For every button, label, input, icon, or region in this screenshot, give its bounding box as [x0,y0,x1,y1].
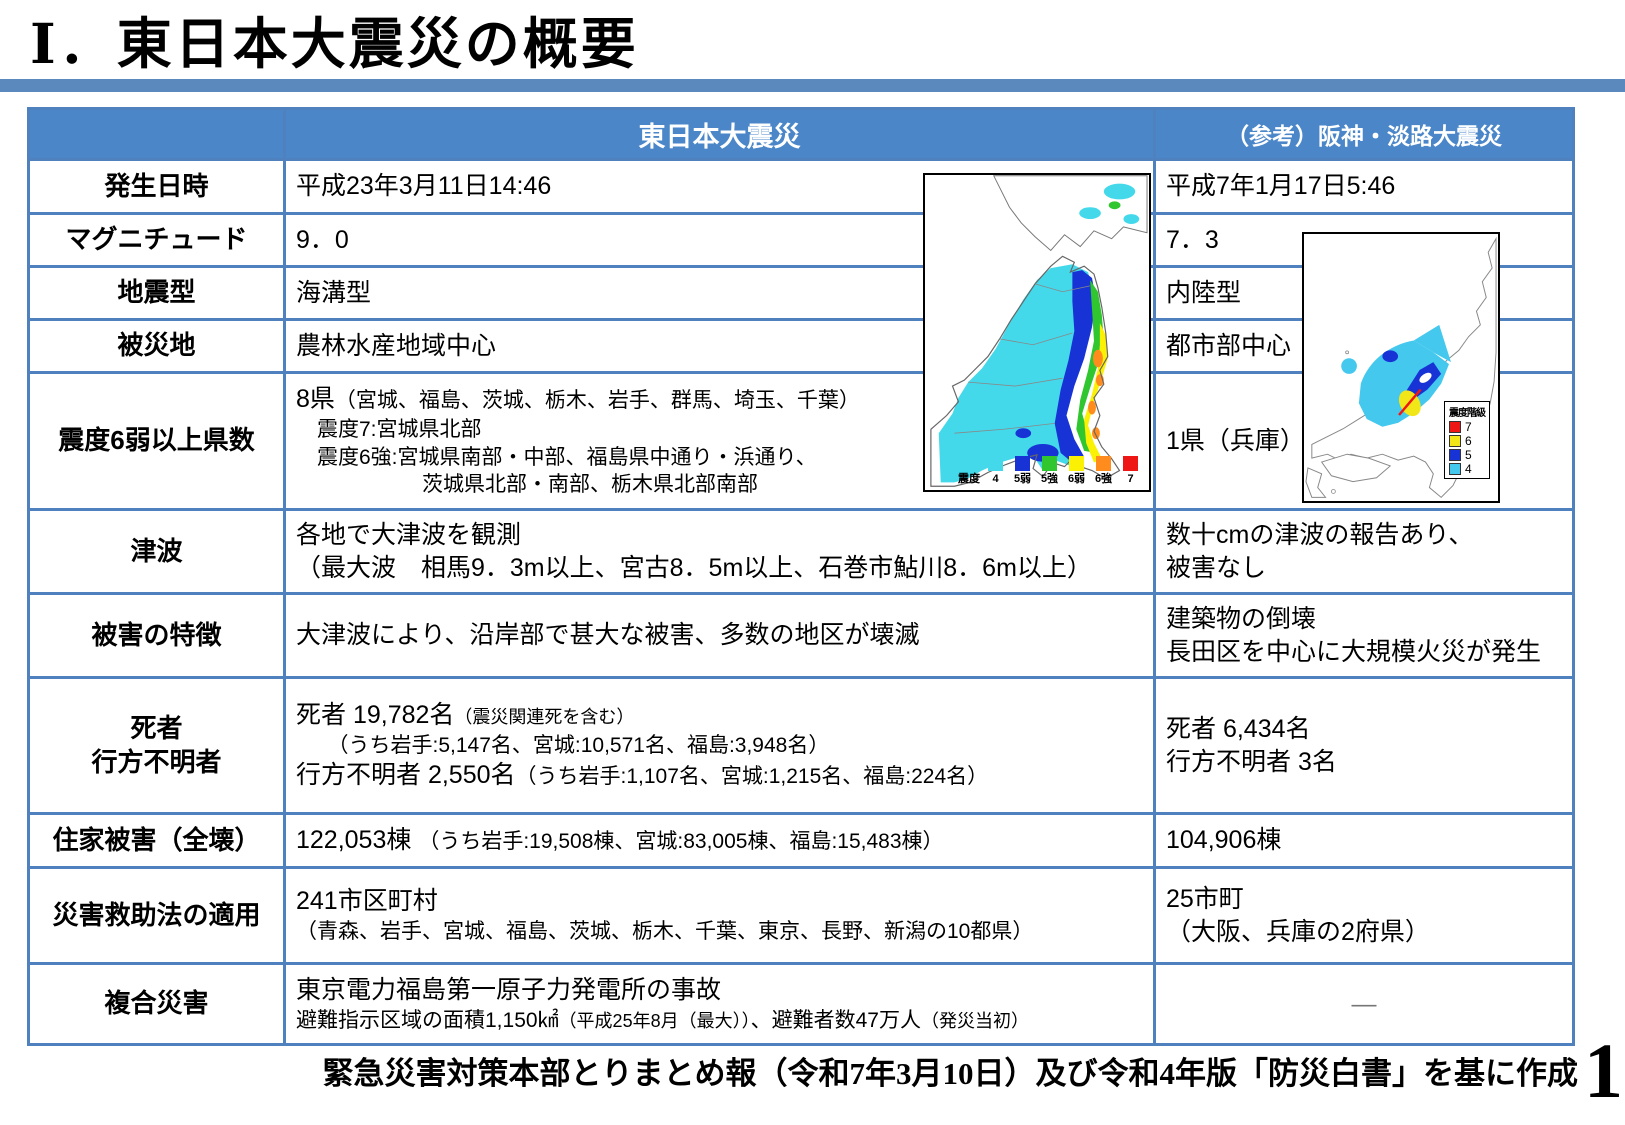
tohoku-legend-items: 4 5弱 5強 6弱 6強 7 [982,456,1144,485]
tohoku-legend-label-4: 4 [992,473,999,485]
row-quake-type-label: 地震型 [27,265,286,321]
cell-rescue-act-ref: 25市町 （大阪、兵庫の2府県） [1153,866,1575,965]
header-corner-cell [27,107,286,161]
hanshin-legend-title: 震度階級 [1449,408,1486,419]
hanshin-legend-label-7: 7 [1465,420,1472,434]
row-casualties-label: 死者 行方不明者 [27,676,286,815]
table-row-rescue-act: 災害救助法の適用 241市区町村 （青森、岩手、宮城、福島、茨城、栃木、千葉、東京、… [27,866,1575,965]
row-datetime-label: 発生日時 [27,158,286,215]
row-housing-damage-label: 住家被害（全壊） [27,812,286,869]
tohoku-legend-item-3: 6弱 [1063,456,1090,485]
hanshin-legend-label-5: 5 [1465,448,1472,462]
tohoku-legend-item-0: 4 [982,456,1009,485]
table-row-housing-damage: 住家被害（全壊） 122,053棟 （うち岩手:19,508棟、宮城:83,005… [27,812,1575,869]
tohoku-legend-swatch-6弱 [1069,456,1084,471]
tohoku-legend-swatch-5弱 [1015,456,1030,471]
tohoku-legend-item-5: 7 [1117,456,1144,485]
tohoku-legend-label-7: 7 [1127,473,1134,485]
tohoku-legend-label-5強: 5強 [1040,473,1059,485]
hanshin-legend-item-0: 7 [1449,421,1485,433]
tohoku-legend-item-4: 6強 [1090,456,1117,485]
cell-damage-features-main: 大津波により、沿岸部で甚大な被害、多数の地区が壊滅 [283,592,1156,679]
table-row-datetime: 発生日時 平成23年3月11日14:46 平成7年1月17日5:46 [27,158,1575,215]
hanshin-legend-item-3: 4 [1449,463,1485,475]
tohoku-legend-swatch-5強 [1042,456,1057,471]
tohoku-legend-swatch-4 [988,456,1003,471]
cell-casualties-main: 死者 19,782名（震災関連死を含む） （うち岩手:5,147名、宮城:10,… [283,676,1156,815]
row-damage-features-label: 被害の特徴 [27,592,286,679]
hanshin-legend-item-1: 6 [1449,435,1485,447]
footer-source: 緊急災害対策本部とりまとめ報（令和7年3月10日）及び令和4年版「防災白書」を基… [322,1056,1579,1091]
hanshin-legend-swatch-7 [1449,421,1461,433]
cell-tsunami-main: 各地で大津波を観測 （最大波 相馬9．3m以上、宮古8．5m以上、石巻市鮎川8．6… [283,508,1156,595]
table-row-casualties: 死者 行方不明者 死者 19,782名（震災関連死を含む） （うち岩手:5,147名… [27,676,1575,815]
tohoku-map-legend: 震度 4 5弱 5強 6弱 6強 7 [958,456,1144,485]
tohoku-legend-swatch-6強 [1096,456,1111,471]
cell-tsunami-ref: 数十cmの津波の報告あり、 被害なし [1153,508,1575,595]
cell-casualties-ref: 死者 6,434名 行方不明者 3名 [1153,676,1575,815]
row-stricken-area-label: 被災地 [27,318,286,374]
row-intensity-prefectures-label: 震度6弱以上県数 [27,371,286,511]
tohoku-intensity-map: 震度 4 5弱 5強 6弱 6強 7 [923,173,1151,492]
hanshin-legend-swatch-4 [1449,463,1461,475]
cell-datetime-ref: 平成7年1月17日5:46 [1153,158,1575,215]
table-row-damage-features: 被害の特徴 大津波により、沿岸部で甚大な被害、多数の地区が壊滅 建築物の倒壊 長田区を… [27,592,1575,679]
hanshin-legend-label-4: 4 [1465,462,1472,476]
table-row-compound-disaster: 複合災害 東京電力福島第一原子力発電所の事故 避難指示区域の面積1,150㎢（平成2… [27,962,1575,1046]
hanshin-legend-swatch-5 [1449,449,1461,461]
tohoku-legend-label-5弱: 5弱 [1013,473,1032,485]
table-body: 東日本大震災 （参考）阪神・淡路大震災 発生日時 平成23年3月11日14:46 平… [27,107,1575,1046]
header-ref-column: （参考）阪神・淡路大震災 [1153,107,1575,161]
cell-rescue-act-main: 241市区町村 （青森、岩手、宮城、福島、茨城、栃木、千葉、東京、長野、新潟の10… [283,866,1156,965]
cell-housing-damage-ref: 104,906棟 [1153,812,1575,869]
hanshin-legend-swatch-6 [1449,435,1461,447]
row-magnitude-label: マグニチュード [27,212,286,268]
tohoku-legend-label-6強: 6強 [1094,473,1113,485]
cell-compound-disaster-ref: ― [1153,962,1575,1046]
row-tsunami-label: 津波 [27,508,286,595]
cell-damage-features-ref: 建築物の倒壊 長田区を中心に大規模火災が発生 [1153,592,1575,679]
tohoku-map-graphic [930,175,1148,487]
page-number: 1 [1584,1027,1623,1114]
hanshin-legend-label-6: 6 [1465,434,1472,448]
tohoku-legend-prefix: 震度 [958,472,980,485]
header-main-column: 東日本大震災 [283,107,1156,161]
row-rescue-act-label: 災害救助法の適用 [27,866,286,965]
page-title: Ⅰ．東日本大震災の概要 [30,14,639,75]
tohoku-legend-item-2: 5強 [1036,456,1063,485]
tohoku-legend-label-6弱: 6弱 [1067,473,1086,485]
title-accent-bar [0,79,1625,92]
cell-housing-damage-main: 122,053棟 （うち岩手:19,508棟、宮城:83,005棟、福島:15,… [283,812,1156,869]
tohoku-legend-swatch-7 [1123,456,1138,471]
tohoku-legend-item-1: 5弱 [1009,456,1036,485]
table-row-tsunami: 津波 各地で大津波を観測 （最大波 相馬9．3m以上、宮古8．5m以上、石巻市鮎川8… [27,508,1575,595]
row-compound-disaster-label: 複合災害 [27,962,286,1046]
hanshin-legend-item-2: 5 [1449,449,1485,461]
table-header-row: 東日本大震災 （参考）阪神・淡路大震災 [27,107,1575,161]
comparison-table: 東日本大震災 （参考）阪神・淡路大震災 発生日時 平成23年3月11日14:46 平… [27,107,1575,1046]
cell-compound-disaster-main: 東京電力福島第一原子力発電所の事故 避難指示区域の面積1,150㎢（平成25年8月… [283,962,1156,1046]
